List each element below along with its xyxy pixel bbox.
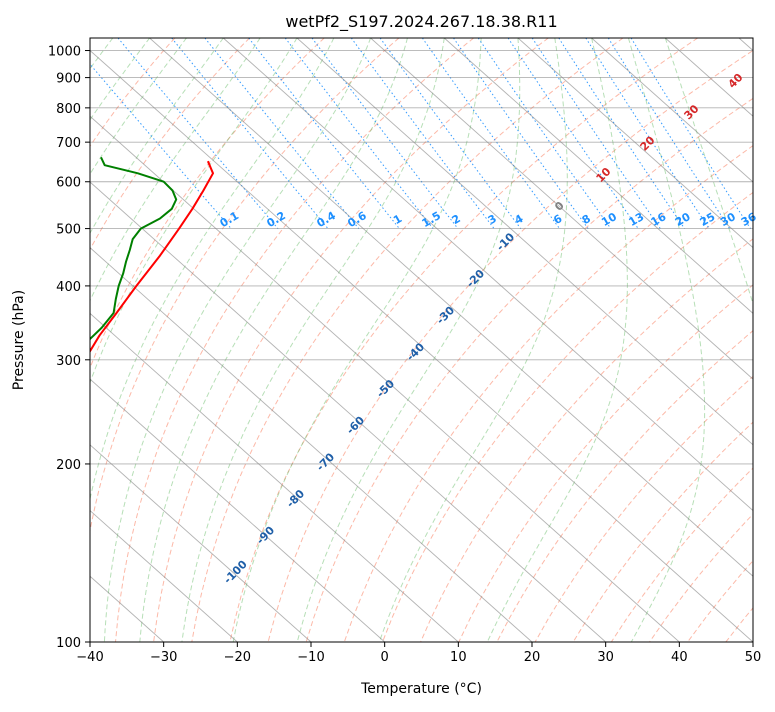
x-tick-label: 40 (671, 650, 688, 665)
y-tick-label: 400 (56, 280, 81, 295)
y-axis-label: Pressure (hPa) (11, 290, 27, 390)
x-axis-label: Temperature (°C) (360, 681, 482, 697)
x-tick-label: 20 (524, 650, 541, 665)
y-tick-label: 900 (56, 72, 81, 87)
y-tick-label: 600 (56, 176, 81, 191)
y-tick-label: 700 (56, 136, 81, 151)
dry-adiabat-line (764, 38, 775, 642)
x-tick-label: −40 (76, 650, 103, 665)
y-tick-label: 100 (56, 636, 81, 651)
x-tick-label: 30 (597, 650, 614, 665)
x-tick-label: 10 (450, 650, 467, 665)
x-tick-label: −20 (224, 650, 251, 665)
y-tick-label: 300 (56, 354, 81, 369)
x-tick-label: −30 (150, 650, 177, 665)
y-tick-label: 200 (56, 458, 81, 473)
x-tick-label: −10 (297, 650, 324, 665)
y-tick-label: 800 (56, 102, 81, 117)
chart-title: wetPf2_S197.2024.267.18.38.R11 (285, 12, 557, 32)
x-tick-label: 0 (381, 650, 389, 665)
y-tick-label: 500 (56, 223, 81, 238)
x-tick-label: 50 (745, 650, 762, 665)
y-tick-label: 1000 (48, 45, 81, 60)
